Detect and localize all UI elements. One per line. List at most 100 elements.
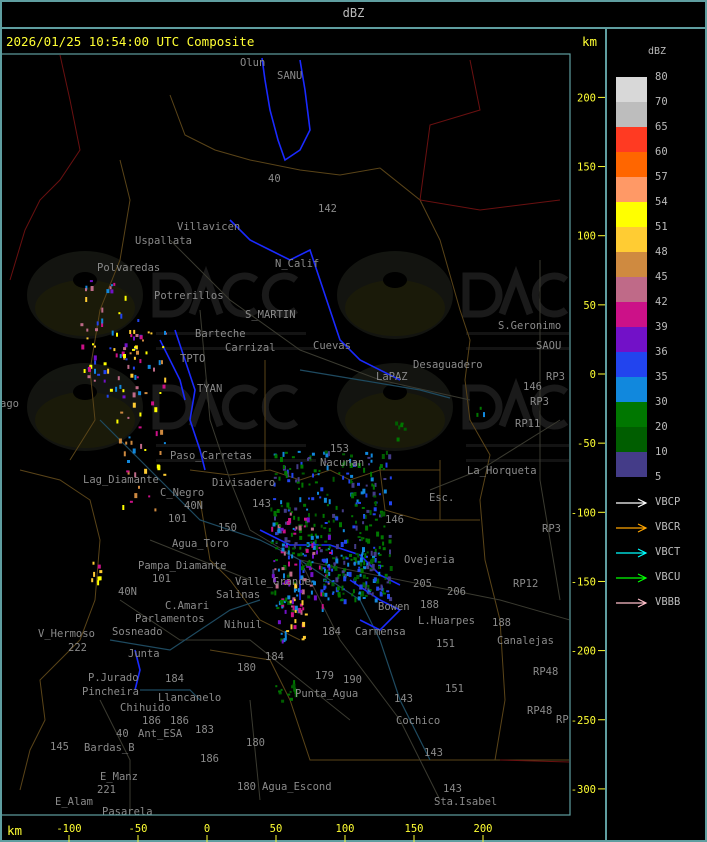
legend-value-label: 42 [655, 296, 668, 308]
radar-echo [369, 567, 373, 570]
radar-echo [327, 520, 330, 523]
radar-echo [349, 554, 352, 557]
radar-echo [317, 473, 320, 476]
radar-echo [387, 576, 391, 582]
radar-echo [357, 596, 361, 601]
radar-echo [341, 598, 344, 601]
radar-echo [301, 600, 304, 606]
radar-echo [333, 562, 336, 568]
place-label: 150 [218, 522, 237, 534]
place-label: Esc. [429, 492, 454, 504]
radar-echo [322, 592, 325, 597]
radar-echo [85, 297, 88, 302]
radar-echo [127, 364, 130, 369]
radar-echo [310, 541, 313, 544]
radar-echo [370, 471, 373, 477]
radar-echo [287, 475, 290, 478]
radar-echo [342, 592, 345, 595]
radar-echo [275, 541, 278, 544]
radar-echo [389, 566, 393, 571]
radar-echo [312, 541, 316, 545]
place-label: LaPAZ [376, 371, 408, 383]
radar-echo [366, 509, 370, 513]
radar-echo [144, 392, 148, 395]
radar-echo [307, 457, 311, 459]
radar-echo [331, 568, 334, 572]
place-label: Ant_ESA [138, 728, 183, 740]
radar-echo [132, 402, 136, 408]
radar-echo [376, 578, 380, 584]
radar-echo [305, 548, 309, 553]
radar-echo [332, 557, 336, 560]
radar-echo [357, 463, 361, 468]
radar-echo [298, 607, 302, 613]
radar-echo [389, 597, 393, 602]
radar-echo [342, 573, 345, 577]
radar-echo [317, 491, 319, 495]
radar-echo [365, 581, 368, 586]
radar-echo [147, 364, 151, 369]
radar-echo [380, 565, 384, 567]
radar-echo [300, 609, 303, 615]
radar-echo [159, 451, 162, 455]
radar-echo [322, 513, 325, 518]
contour-line [261, 57, 311, 162]
radar-echo [139, 412, 142, 417]
place-label: 101 [152, 573, 171, 585]
radar-echo [275, 532, 279, 536]
x-tick-label: 150 [405, 823, 424, 835]
radar-echo [354, 557, 357, 563]
radar-echo [373, 577, 377, 582]
radar-echo [308, 497, 310, 500]
radar-echo [363, 467, 366, 473]
radar-echo [284, 635, 287, 641]
radar-echo [301, 482, 304, 488]
place-label: 40 [116, 728, 129, 740]
radar-echo [287, 507, 291, 512]
radar-echo [293, 680, 296, 685]
radar-echo [134, 374, 137, 380]
radar-echo [276, 607, 280, 610]
radar-echo [383, 525, 386, 528]
radar-echo [342, 453, 346, 456]
radar-echo [280, 527, 284, 531]
radar-echo [145, 351, 148, 355]
road-line [249, 699, 261, 801]
radar-echo [327, 564, 331, 568]
radar-echo [476, 412, 479, 417]
radar-echo [117, 376, 120, 381]
radar-echo [380, 584, 383, 590]
radar-echo [378, 546, 381, 550]
radar-echo [369, 524, 373, 527]
radar-echo [314, 533, 317, 537]
place-label: Chihuido [120, 702, 171, 714]
radar-echo [382, 511, 386, 517]
radar-echo [297, 516, 300, 521]
radar-echo [363, 560, 366, 566]
radar-echo [140, 443, 143, 449]
place-label: 143 [424, 747, 443, 759]
radar-echo [403, 427, 407, 431]
radar-echo [340, 554, 343, 557]
logo-subtitle-bar [466, 444, 569, 447]
radar-echo [278, 601, 281, 606]
radar-echo [365, 451, 369, 455]
radar-echo [135, 334, 139, 337]
y-tick-label: -300 [571, 784, 596, 796]
radar-echo [370, 459, 373, 463]
radar-echo [89, 364, 93, 369]
place-label: TYAN [197, 383, 222, 395]
radar-echo [307, 534, 311, 537]
radar-echo [295, 526, 298, 530]
legend-color-swatch [616, 227, 647, 252]
radar-arrow-head-icon [637, 598, 648, 608]
radar-echo [303, 503, 307, 507]
radar-echo [321, 604, 324, 610]
radar-echo [379, 591, 383, 597]
radar-echo [292, 547, 296, 550]
legend-radar-label: VBCU [655, 571, 681, 583]
border-line [9, 55, 81, 281]
legend-radar-label: VBBB [655, 596, 681, 608]
radar-echo [300, 464, 304, 469]
